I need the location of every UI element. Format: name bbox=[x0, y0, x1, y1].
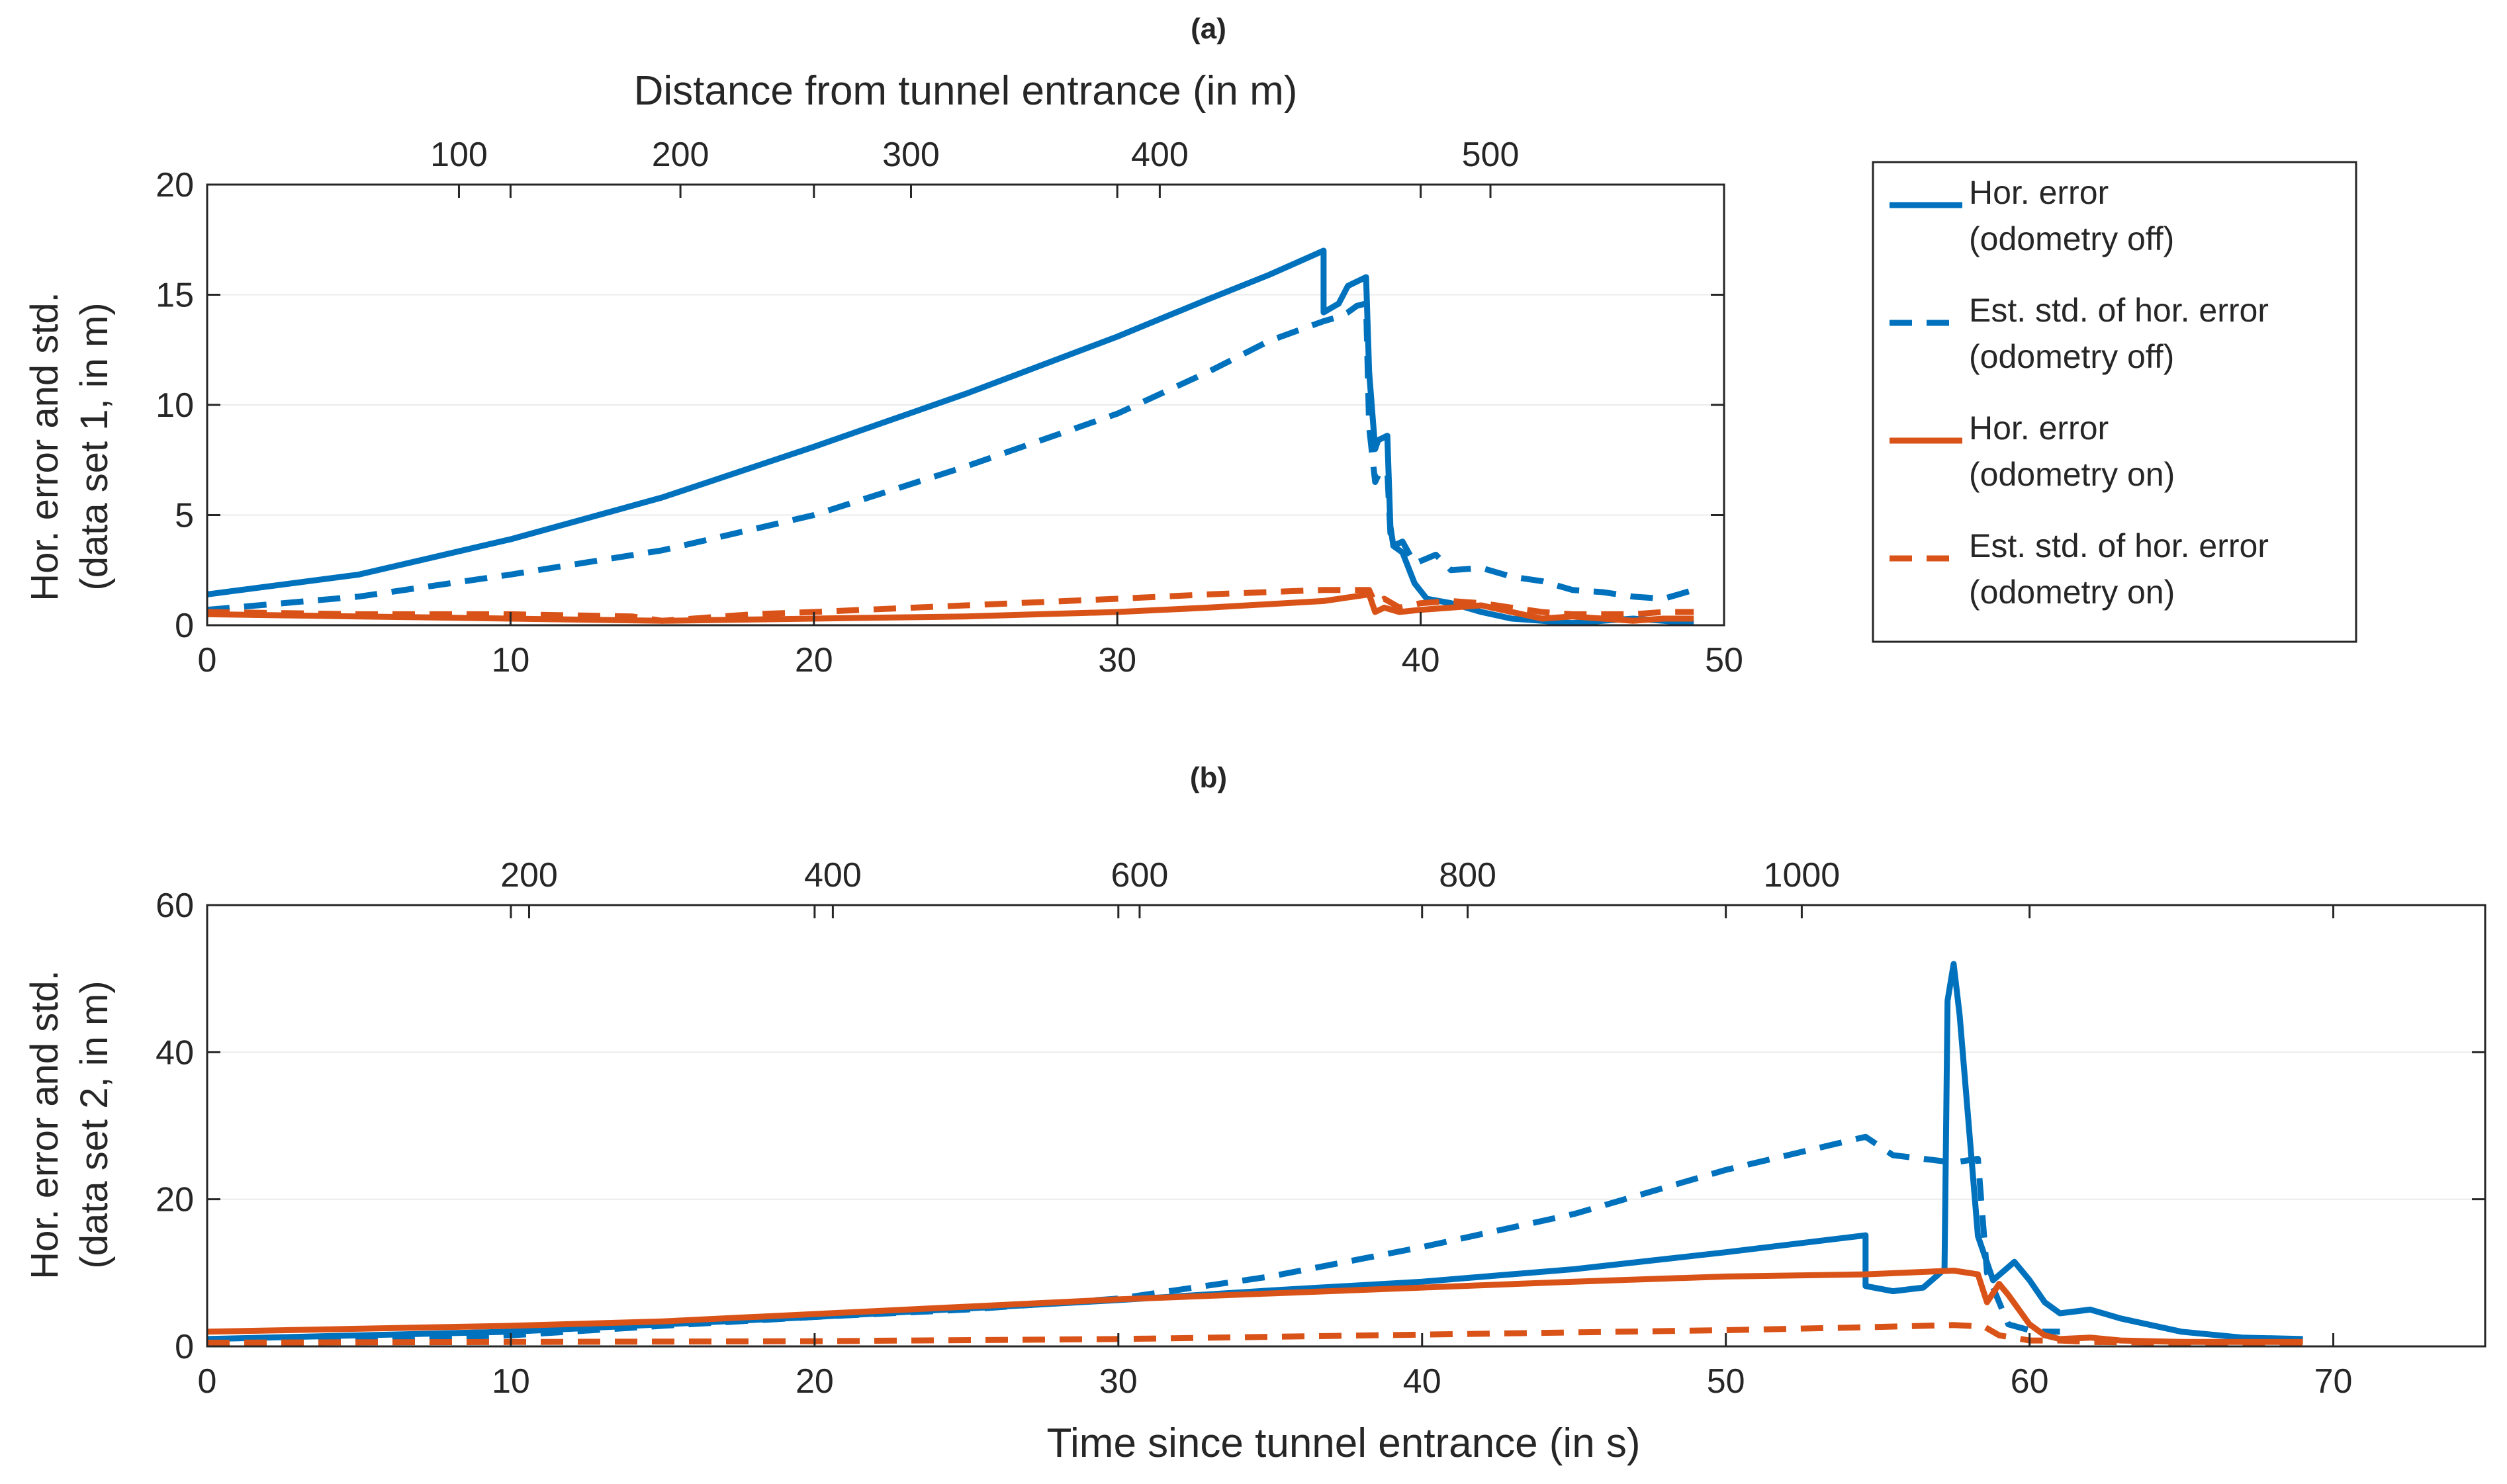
legend-label-hor-on-line2: (odometry on) bbox=[1969, 456, 2175, 493]
panel-b-y-axis-label-line2: (data set 2, in m) bbox=[73, 981, 116, 1268]
panel-a-x-tick-label: 0 bbox=[198, 641, 217, 679]
panel-a-y-tick-label: 10 bbox=[156, 386, 194, 425]
panel-b-top-tick-label: 1000 bbox=[1764, 856, 1841, 895]
panel-a-x-tick-label: 30 bbox=[1098, 641, 1136, 679]
panel-a-top-tick-label: 400 bbox=[1131, 136, 1189, 174]
legend-label-hor-off-line2: (odometry off) bbox=[1969, 220, 2174, 257]
panel-a-series-group bbox=[207, 247, 1695, 627]
panel-a-x-tick-label: 10 bbox=[491, 641, 529, 679]
panel-b-series-std-off bbox=[207, 1133, 2060, 1348]
panel-b-y-tick-label: 20 bbox=[156, 1181, 194, 1219]
panel-b-y-tick-label: 40 bbox=[156, 1033, 194, 1072]
panel-b-top-tick-label: 800 bbox=[1439, 856, 1496, 895]
panel-a-series-hor-off bbox=[207, 247, 1694, 627]
panel-a-series-std-off bbox=[207, 300, 1695, 613]
panel-b-x-tick-label: 0 bbox=[198, 1362, 217, 1401]
panel-a-y-tick-label: 0 bbox=[175, 607, 194, 645]
panel-a-top-tick-label: 300 bbox=[882, 136, 940, 174]
panel-a-y-axis-label-line2: (data set 1, in m) bbox=[73, 302, 116, 590]
panel-b-top-tick-label: 200 bbox=[500, 856, 558, 895]
panel-a-x-tick-label: 20 bbox=[795, 641, 833, 679]
panel-b-x-tick-label: 10 bbox=[492, 1362, 530, 1401]
panel-a-title: (a) bbox=[1191, 13, 1226, 45]
legend-label-std-off-line2: (odometry off) bbox=[1969, 338, 2174, 375]
panel-b-series-std-on bbox=[207, 1322, 2303, 1346]
panel-b-y-tick-label: 60 bbox=[156, 887, 194, 925]
panel-b-series-group bbox=[207, 961, 2303, 1348]
panel-b: (b) Hor. error and std. (data set 2, in … bbox=[23, 762, 2486, 1466]
panel-b-x-tick-label: 40 bbox=[1403, 1362, 1441, 1401]
legend-label-std-on-line1: Est. std. of hor. error bbox=[1969, 527, 2269, 564]
panel-a-y-axis-label: Hor. error and std. (data set 1, in m) bbox=[23, 292, 116, 601]
panel-a-series-std-on bbox=[207, 587, 1694, 624]
panel-b-y-tick-label: 0 bbox=[175, 1328, 194, 1366]
panel-b-series-hor-on bbox=[207, 1268, 2303, 1345]
panel-a-top-axis-label: Distance from tunnel entrance (in m) bbox=[634, 68, 1298, 114]
legend: Hor. error (odometry off) Est. std. of hor… bbox=[1872, 161, 2357, 643]
panel-a-top-tick-label: 100 bbox=[430, 136, 488, 174]
legend-label-hor-on-line1: Hor. error bbox=[1969, 410, 2109, 447]
panel-b-axes-box bbox=[206, 904, 2486, 1348]
legend-label-hor-off-line1: Hor. error bbox=[1969, 174, 2109, 211]
panel-b-x-axis-label: Time since tunnel entrance (in s) bbox=[1046, 1420, 1640, 1466]
panel-b-y-axis-label-line1: Hor. error and std. bbox=[23, 970, 66, 1279]
panel-a-x-tick-label: 40 bbox=[1402, 641, 1440, 679]
panel-b-x-tick-label: 50 bbox=[1707, 1362, 1745, 1401]
panel-b-title: (b) bbox=[1190, 762, 1227, 794]
panel-a-y-axis-label-line1: Hor. error and std. bbox=[23, 292, 66, 601]
panel-a-top-tick-label: 200 bbox=[652, 136, 709, 174]
panel-a-y-tick-label: 15 bbox=[156, 277, 194, 315]
panel-b-y-axis-label: Hor. error and std. (data set 2, in m) bbox=[23, 970, 116, 1279]
panel-b-x-tick-label: 30 bbox=[1099, 1362, 1138, 1401]
panel-a-top-tick-label: 500 bbox=[1462, 136, 1520, 174]
legend-label-std-on-line2: (odometry on) bbox=[1969, 574, 2175, 611]
panel-b-top-tick-label: 600 bbox=[1111, 856, 1169, 895]
panel-b-plot-area: 0 10 20 30 40 50 60 70 0 20 40 60 200 400 600 800 1000 bbox=[156, 856, 2486, 1401]
panel-b-x-tick-label: 60 bbox=[2011, 1362, 2049, 1401]
panel-b-series-hor-off bbox=[207, 961, 2303, 1342]
panel-b-x-tick-label: 70 bbox=[2314, 1362, 2353, 1401]
panel-b-top-tick-label: 400 bbox=[804, 856, 862, 895]
panel-a-y-tick-label: 20 bbox=[156, 166, 194, 204]
panel-a: (a) Distance from tunnel entrance (in m)… bbox=[23, 13, 1743, 679]
legend-label-std-off-line1: Est. std. of hor. error bbox=[1969, 292, 2269, 329]
panel-b-x-tick-label: 20 bbox=[796, 1362, 834, 1401]
panel-a-x-tick-label: 50 bbox=[1705, 641, 1743, 679]
panel-a-y-tick-label: 5 bbox=[175, 497, 194, 535]
legend-items: Hor. error (odometry off) Est. std. of hor… bbox=[1890, 174, 2269, 611]
legend-box bbox=[1872, 161, 2357, 643]
